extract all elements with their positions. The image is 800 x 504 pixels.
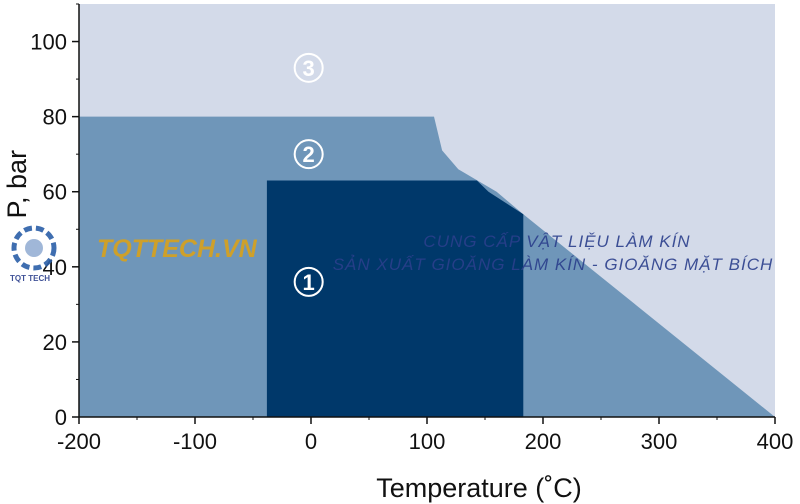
region-labels: 3 2 1	[293, 52, 324, 297]
region-label-circle	[293, 266, 324, 297]
x-tick-label: 200	[525, 429, 562, 454]
y-tick-label: 40	[43, 255, 67, 280]
x-tick-label: -200	[57, 429, 101, 454]
y-tick-label: 0	[55, 405, 67, 430]
region-label-circle	[293, 52, 324, 83]
plot-area	[79, 4, 775, 417]
watermark: TQT TECH TQTTECH.VN CUNG CẤP VẬT LIỆU LÀ…	[10, 225, 774, 283]
y-tick-label: 100	[30, 30, 67, 55]
y-axis-title: P, bar	[2, 150, 32, 219]
y-tick-label: 60	[43, 180, 67, 205]
region-label-1: 1	[303, 270, 315, 295]
watermark-brand: TQTTECH.VN	[97, 235, 258, 263]
region-label-circle	[293, 139, 324, 170]
x-tick-label: 100	[409, 429, 446, 454]
x-tick-label: 0	[305, 429, 317, 454]
watermark-logo-icon	[11, 225, 57, 271]
y-tick-label: 20	[43, 330, 67, 355]
x-tick-label: -100	[173, 429, 217, 454]
watermark-line-2: SẢN XUẤT GIOĂNG LÀM KÍN - GIOĂNG MẶT BÍC…	[333, 255, 774, 274]
region-label-2: 2	[303, 142, 315, 167]
x-tick-label: 400	[757, 429, 794, 454]
region-label-3: 3	[303, 56, 315, 81]
watermark-line-1: CUNG CẤP VẬT LIỆU LÀM KÍN	[423, 232, 690, 251]
y-tick-label: 80	[43, 105, 67, 130]
x-tick-label: 300	[641, 429, 678, 454]
watermark-logo-text: TQT TECH	[10, 274, 50, 283]
region-1	[266, 180, 524, 417]
x-axis-title: Temperature (˚C)	[376, 473, 582, 503]
axes: 0 20 40 60 80 100 -200 -100 0 100 200 300 400 Tempera…	[2, 3, 794, 503]
